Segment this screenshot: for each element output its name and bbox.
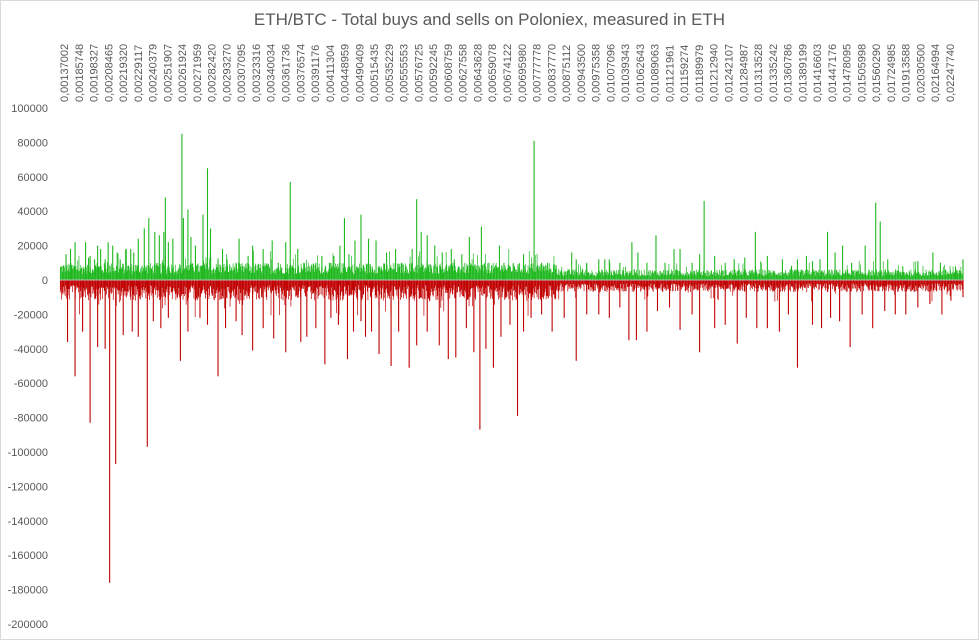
x-tick-label: 0,01447176 xyxy=(827,44,839,102)
y-tick-label: -200000 xyxy=(8,619,48,631)
x-axis: 0,00137002 0,00185748 0,00198327 0,00208465… xyxy=(59,44,957,102)
y-tick-label: -120000 xyxy=(8,481,48,493)
x-tick-label: 0,00219320 xyxy=(118,44,130,102)
x-tick-label: 0,01313528 xyxy=(753,44,765,102)
x-tick-label: 0,00251907 xyxy=(162,44,174,102)
x-tick-label: 0,01062643 xyxy=(635,44,647,102)
x-tick-label: 0,00323316 xyxy=(251,44,263,102)
x-tick-label: 0,00340034 xyxy=(266,44,278,102)
x-tick-label: 0,00361736 xyxy=(281,44,293,102)
x-tick-label: 0,01121961 xyxy=(664,45,676,102)
x-tick-label: 0,00271959 xyxy=(192,44,204,102)
y-tick-label: 0 xyxy=(42,275,48,287)
x-tick-label: 0,01284987 xyxy=(738,44,750,102)
x-tick-label: 0,00229117 xyxy=(133,45,145,102)
x-tick-label: 0,00240379 xyxy=(148,44,160,102)
x-tick-label: 0,00555553 xyxy=(399,44,411,102)
x-tick-label: 0,01478095 xyxy=(842,44,854,102)
x-tick-label: 0,01007096 xyxy=(605,44,617,102)
x-tick-label: 0,01189979 xyxy=(694,45,706,102)
x-tick-label: 0,00975358 xyxy=(591,44,603,102)
series-0 xyxy=(59,133,964,280)
x-tick-label: 0,01913588 xyxy=(901,44,913,102)
y-tick-label: -80000 xyxy=(14,413,48,425)
x-tick-label: 0,00659078 xyxy=(487,44,499,102)
x-tick-label: 0,01089063 xyxy=(650,44,662,102)
x-tick-label: 0,01159274 xyxy=(679,45,691,102)
x-tick-label: 0,00261924 xyxy=(177,44,189,102)
x-tick-label: 0,01560290 xyxy=(871,44,883,102)
x-tick-label: 0,00576725 xyxy=(413,44,425,102)
x-tick-label: 0,01039343 xyxy=(620,44,632,102)
x-tick-label: 0,00674122 xyxy=(502,44,514,102)
x-tick-label: 0,00391176 xyxy=(310,45,322,102)
y-tick-label: 80000 xyxy=(17,137,48,149)
chart-title: ETH/BTC - Total buys and sells on Poloni… xyxy=(253,10,726,29)
y-tick-label: 60000 xyxy=(17,172,48,184)
y-tick-label: -100000 xyxy=(8,447,48,459)
x-tick-label: 0,00411304 xyxy=(325,45,337,102)
x-tick-label: 0,00490409 xyxy=(354,44,366,102)
x-tick-label: 0,00198327 xyxy=(89,44,101,102)
y-tick-label: -160000 xyxy=(8,550,48,562)
y-tick-label: -40000 xyxy=(14,344,48,356)
y-tick-label: -60000 xyxy=(14,378,48,390)
bars xyxy=(59,133,964,583)
x-tick-label: 0,00208465 xyxy=(103,44,115,102)
x-tick-label: 0,00777778 xyxy=(532,44,544,102)
x-tick-label: 0,00376574 xyxy=(295,44,307,102)
x-tick-label: 0,00875112 xyxy=(561,45,573,102)
y-tick-label: 40000 xyxy=(17,206,48,218)
x-tick-label: 0,01724985 xyxy=(886,44,898,102)
series-1 xyxy=(59,280,964,583)
x-tick-label: 0,01335242 xyxy=(768,44,780,102)
x-tick-label: 0,00515435 xyxy=(369,44,381,102)
x-tick-label: 0,02164994 xyxy=(930,44,942,102)
x-tick-label: 0,00592245 xyxy=(428,44,440,102)
x-tick-label: 0,00643628 xyxy=(472,44,484,102)
x-tick-label: 0,00185748 xyxy=(74,44,86,102)
x-tick-label: 0,00695980 xyxy=(517,44,529,102)
y-tick-label: 100000 xyxy=(11,103,48,115)
x-tick-label: 0,00293270 xyxy=(221,44,233,102)
x-tick-label: 0,01505998 xyxy=(856,44,868,102)
x-tick-label: 0,01212940 xyxy=(709,44,721,102)
x-tick-label: 0,01389199 xyxy=(797,44,809,102)
x-tick-label: 0,02247740 xyxy=(945,44,957,102)
x-tick-label: 0,00307095 xyxy=(236,44,248,102)
y-axis: 100000 80000 60000 40000 20000 0 -20000 -40000 -… xyxy=(8,103,48,631)
x-tick-label: 0,01360786 xyxy=(783,44,795,102)
x-tick-label: 0,00282420 xyxy=(207,44,219,102)
x-tick-label: 0,02030500 xyxy=(915,44,927,102)
x-tick-label: 0,00137002 xyxy=(59,44,71,102)
x-tick-label: 0,01416603 xyxy=(812,44,824,102)
y-tick-label: -180000 xyxy=(8,585,48,597)
y-tick-label: 20000 xyxy=(17,241,48,253)
x-tick-label: 0,00627558 xyxy=(458,44,470,102)
x-tick-label: 0,00608759 xyxy=(443,44,455,102)
y-tick-label: -20000 xyxy=(14,309,48,321)
y-tick-label: -140000 xyxy=(8,516,48,528)
x-tick-label: 0,00943500 xyxy=(576,44,588,102)
x-tick-label: 0,00535229 xyxy=(384,44,396,102)
x-tick-label: 0,00448959 xyxy=(340,44,352,102)
x-tick-label: 0,00837770 xyxy=(546,44,558,102)
x-tick-label: 0,01242107 xyxy=(724,44,736,102)
